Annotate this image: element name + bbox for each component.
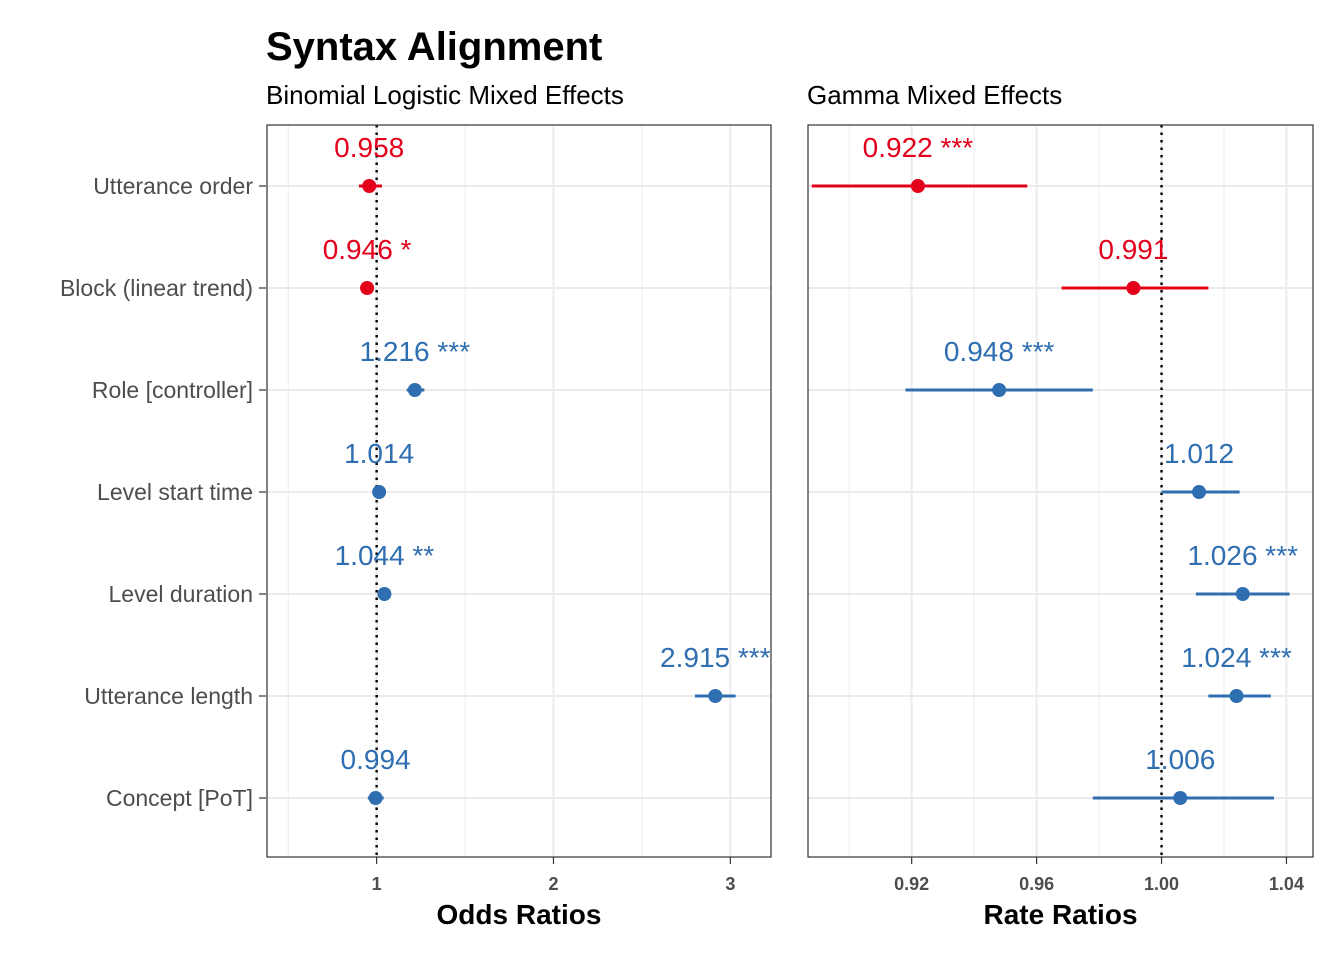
estimate-point-concept-pot <box>1173 791 1188 805</box>
estimate-point-role-controller <box>407 383 422 397</box>
y-label-concept-pot: Concept [PoT] <box>106 785 253 811</box>
x-tick-label: 2 <box>548 874 558 894</box>
estimate-label-concept-pot: 0.994 <box>341 744 411 775</box>
x-tick-label: 1.04 <box>1269 874 1304 894</box>
panel-border <box>266 124 772 858</box>
estimate-point-utterance-order <box>910 179 925 193</box>
estimate-label-role-controller: 1.216 *** <box>360 336 471 367</box>
estimate-label-role-controller: 0.948 *** <box>944 336 1055 367</box>
x-tick-label: 1.00 <box>1144 874 1179 894</box>
estimate-label-block-linear-trend: 0.946 * <box>323 234 412 265</box>
panel-border <box>807 124 1314 858</box>
estimate-label-level-duration: 1.044 ** <box>335 540 435 571</box>
y-label-block-linear-trend: Block (linear trend) <box>60 275 253 301</box>
estimate-point-level-start-time <box>372 485 387 499</box>
y-label-level-start-time: Level start time <box>97 479 253 505</box>
panel-odds-ratios: Binomial Logistic Mixed Effects 0.958 0.94… <box>266 80 772 930</box>
x-axis-title: Rate Ratios <box>983 899 1137 930</box>
estimate-point-block-linear-trend <box>360 281 375 295</box>
estimate-point-utterance-length <box>708 689 723 703</box>
figure-title: Syntax Alignment <box>266 25 602 69</box>
estimate-label-utterance-order: 0.958 <box>334 132 404 163</box>
estimate-point-level-start-time <box>1192 485 1207 499</box>
estimate-point-utterance-length <box>1229 689 1244 703</box>
y-label-role-controller: Role [controller] <box>92 377 253 403</box>
estimate-point-utterance-order <box>362 179 377 193</box>
x-axis-title: Odds Ratios <box>437 899 602 930</box>
estimate-point-level-duration <box>377 587 392 601</box>
estimate-label-block-linear-trend: 0.991 <box>1098 234 1168 265</box>
estimate-point-block-linear-trend <box>1126 281 1141 295</box>
estimate-point-level-duration <box>1235 587 1250 601</box>
x-tick-label: 3 <box>725 874 735 894</box>
y-label-level-duration: Level duration <box>109 581 254 607</box>
plot-area <box>267 125 771 857</box>
x-tick-label: 0.96 <box>1019 874 1054 894</box>
estimate-label-utterance-length: 2.915 *** <box>660 642 771 673</box>
panel-subtitle: Binomial Logistic Mixed Effects <box>266 80 624 110</box>
plot-area <box>808 125 1313 857</box>
panel-subtitle: Gamma Mixed Effects <box>807 80 1062 110</box>
estimate-point-role-controller <box>992 383 1007 397</box>
estimate-label-utterance-length: 1.024 *** <box>1181 642 1292 673</box>
x-tick-label: 1 <box>372 874 382 894</box>
estimate-label-concept-pot: 1.006 <box>1145 744 1215 775</box>
panel-rate-ratios: Gamma Mixed Effects 0.922 *** 0.991 0.948 *… <box>807 80 1314 930</box>
estimate-label-level-start-time: 1.014 <box>344 438 414 469</box>
estimate-label-level-duration: 1.026 *** <box>1187 540 1298 571</box>
estimate-point-concept-pot <box>368 791 383 805</box>
estimate-label-level-start-time: 1.012 <box>1164 438 1234 469</box>
y-label-utterance-order: Utterance order <box>93 173 253 199</box>
y-label-utterance-length: Utterance length <box>84 683 253 709</box>
estimate-label-utterance-order: 0.922 *** <box>863 132 974 163</box>
y-axis-labels: Utterance order Block (linear trend) Role … <box>60 173 266 811</box>
x-tick-label: 0.92 <box>894 874 929 894</box>
